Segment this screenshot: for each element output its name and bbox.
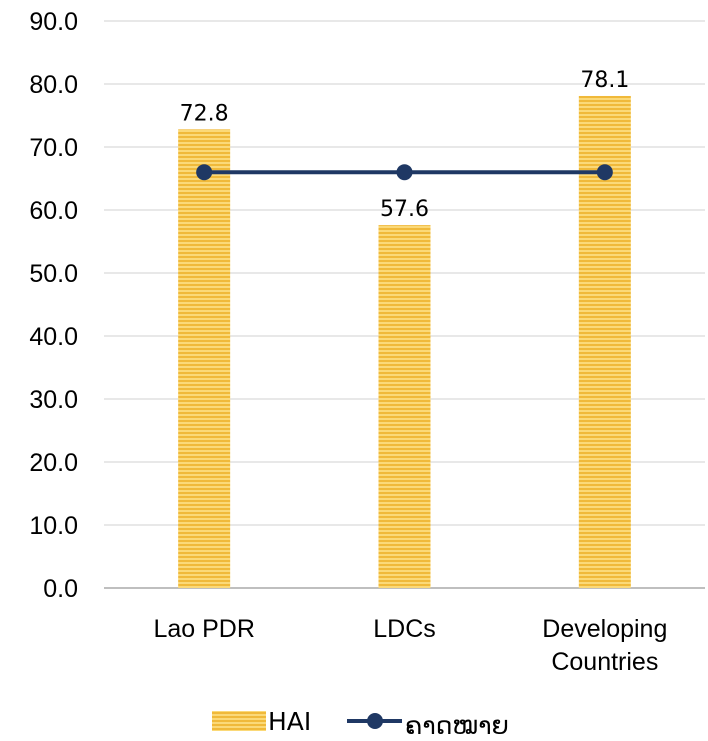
x-axis: Lao PDR LDCs Developing Countries <box>153 615 667 676</box>
legend: HAI ຄາດໝາຍ <box>212 707 509 740</box>
legend-label-target: ຄາດໝາຍ <box>405 711 509 740</box>
bars <box>178 95 631 589</box>
legend-swatch-hai <box>212 711 266 731</box>
legend-label-hai: HAI <box>268 707 311 736</box>
y-axis: 0.0 10.0 20.0 30.0 40.0 50.0 60.0 70.0 80.0 90.0 <box>29 8 78 603</box>
legend-swatch-target-marker <box>367 713 383 729</box>
category-label: Lao PDR <box>153 615 254 643</box>
y-tick-label: 90.0 <box>29 8 78 36</box>
y-tick-label: 0.0 <box>43 575 78 603</box>
bar-ldcs <box>378 225 431 588</box>
y-tick-label: 40.0 <box>29 323 78 351</box>
y-tick-label: 50.0 <box>29 260 78 288</box>
bar-value-labels: 72.8 57.6 78.1 <box>180 68 630 222</box>
target-line-marker <box>396 164 413 181</box>
y-tick-label: 70.0 <box>29 134 78 162</box>
category-label: LDCs <box>373 615 436 643</box>
y-tick-label: 60.0 <box>29 197 78 225</box>
y-tick-label: 30.0 <box>29 386 78 414</box>
bar-value-label: 72.8 <box>180 101 229 126</box>
y-tick-label: 20.0 <box>29 449 78 477</box>
y-tick-label: 80.0 <box>29 71 78 99</box>
bar-value-label: 78.1 <box>580 68 629 93</box>
target-line-marker <box>596 164 613 181</box>
category-label: Developing Countries <box>542 615 667 676</box>
bar-value-label: 57.6 <box>380 197 429 222</box>
target-line-series <box>196 164 613 181</box>
bar-lao-pdr <box>178 129 231 589</box>
y-tick-label: 10.0 <box>29 512 78 540</box>
target-line-marker <box>196 164 213 181</box>
